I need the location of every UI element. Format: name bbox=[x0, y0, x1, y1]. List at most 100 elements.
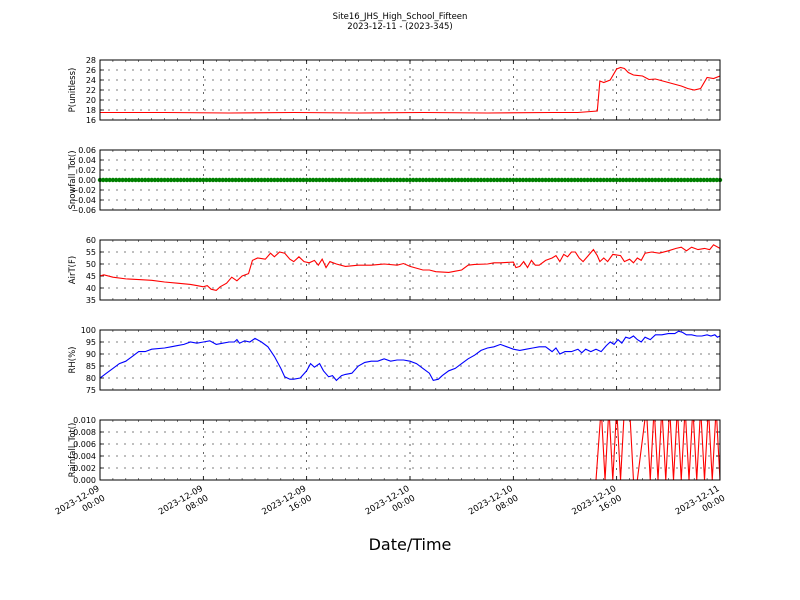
y-tick-label: 0.006 bbox=[73, 440, 96, 449]
data-point bbox=[123, 177, 129, 183]
data-point bbox=[281, 177, 287, 183]
data-point bbox=[440, 177, 445, 183]
data-point bbox=[704, 177, 710, 183]
data-point bbox=[217, 177, 222, 183]
y-tick-label: 55 bbox=[86, 248, 96, 257]
y-tick-label: −0.04 bbox=[71, 196, 96, 205]
data-point bbox=[175, 177, 180, 183]
data-point bbox=[310, 177, 316, 183]
y-tick-label: 0.004 bbox=[73, 452, 96, 461]
data-point bbox=[598, 177, 603, 183]
data-point bbox=[669, 177, 674, 183]
data-point bbox=[165, 177, 171, 183]
data-point bbox=[494, 177, 500, 183]
data-point bbox=[420, 177, 426, 183]
data-point bbox=[401, 177, 406, 183]
data-point bbox=[152, 177, 158, 183]
data-point bbox=[110, 177, 116, 183]
data-point bbox=[630, 177, 636, 183]
y-tick-label: 45 bbox=[86, 272, 96, 281]
data-point bbox=[330, 177, 335, 183]
data-point bbox=[159, 177, 164, 183]
data-point bbox=[711, 177, 716, 183]
data-point bbox=[120, 177, 125, 183]
data-point bbox=[113, 177, 119, 183]
data-point bbox=[514, 177, 519, 183]
data-point bbox=[291, 177, 296, 183]
data-point bbox=[569, 177, 574, 183]
y-tick-label: 18 bbox=[86, 106, 96, 115]
chart-title: Site16_JHS_High_School_Fifteen bbox=[333, 12, 468, 22]
data-point bbox=[556, 177, 561, 183]
panel-frame bbox=[99, 419, 721, 481]
data-point bbox=[181, 177, 187, 183]
y-tick-label: 75 bbox=[86, 386, 96, 395]
data-point bbox=[708, 177, 713, 183]
data-point bbox=[246, 177, 251, 183]
data-point bbox=[682, 177, 687, 183]
data-point bbox=[608, 177, 613, 183]
data-point bbox=[627, 177, 632, 183]
data-point bbox=[252, 177, 258, 183]
data-point bbox=[256, 177, 261, 183]
data-point bbox=[243, 177, 248, 183]
data-point bbox=[149, 177, 154, 183]
data-point bbox=[278, 177, 284, 183]
data-point bbox=[101, 177, 106, 183]
data-point bbox=[427, 177, 432, 183]
series-line bbox=[100, 66, 720, 114]
data-point bbox=[562, 177, 568, 183]
data-point bbox=[294, 177, 300, 183]
data-point bbox=[423, 177, 429, 183]
data-point bbox=[714, 177, 719, 183]
y-tick-label: 28 bbox=[86, 56, 96, 65]
data-point bbox=[543, 177, 548, 183]
data-point bbox=[298, 177, 303, 183]
data-point bbox=[446, 177, 451, 183]
data-point bbox=[546, 177, 552, 183]
y-tick-label: −0.02 bbox=[71, 186, 96, 195]
y-tick-label: 35 bbox=[86, 296, 96, 305]
data-point bbox=[533, 177, 539, 183]
y-tick-label: 40 bbox=[86, 284, 96, 293]
data-point bbox=[139, 177, 145, 183]
data-point bbox=[585, 177, 590, 183]
data-point bbox=[417, 177, 422, 183]
data-point bbox=[507, 177, 513, 183]
data-point bbox=[172, 177, 177, 183]
data-point bbox=[582, 177, 587, 183]
panel-5: 0.000 0.002 0.004 0.006 0.008 0.010Rainfall_T… bbox=[68, 416, 721, 485]
data-point bbox=[672, 177, 677, 183]
data-point bbox=[436, 177, 442, 183]
data-point bbox=[643, 177, 648, 183]
data-point bbox=[239, 177, 245, 183]
data-point bbox=[259, 177, 264, 183]
data-point bbox=[656, 177, 661, 183]
y-axis-label: RH(%) bbox=[68, 346, 78, 373]
data-point bbox=[398, 177, 403, 183]
data-point bbox=[268, 177, 274, 183]
data-point bbox=[624, 177, 629, 183]
data-point bbox=[126, 177, 132, 183]
data-point bbox=[188, 177, 193, 183]
data-point bbox=[675, 177, 681, 183]
data-point bbox=[511, 177, 516, 183]
data-point bbox=[307, 177, 313, 183]
data-point bbox=[194, 177, 200, 183]
y-tick-label: 24 bbox=[86, 76, 96, 85]
data-point bbox=[549, 177, 555, 183]
y-tick-label: 0.02 bbox=[78, 166, 96, 175]
data-point bbox=[214, 177, 219, 183]
data-point bbox=[352, 177, 358, 183]
data-point bbox=[372, 177, 377, 183]
data-point bbox=[104, 177, 109, 183]
data-point bbox=[388, 177, 393, 183]
